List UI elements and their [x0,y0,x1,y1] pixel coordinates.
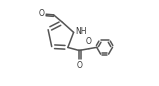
Text: NH: NH [76,27,87,36]
Text: O: O [76,61,82,70]
Text: O: O [86,37,92,46]
Text: O: O [38,9,44,18]
